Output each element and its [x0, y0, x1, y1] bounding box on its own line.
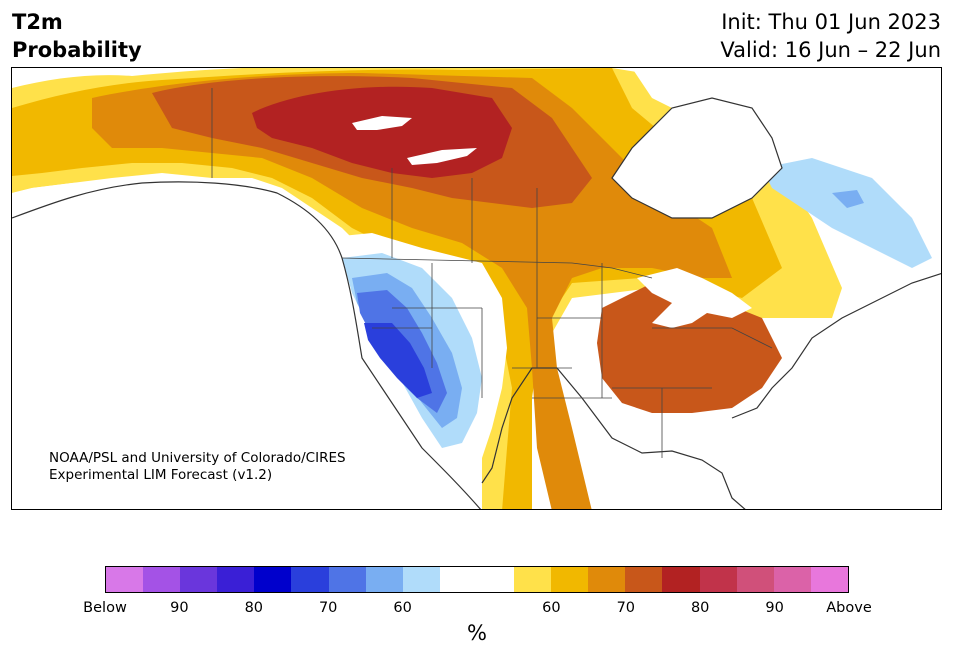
credit-line-2: Experimental LIM Forecast (v1.2): [49, 467, 273, 483]
colorbar-segment: [625, 567, 663, 592]
map-title: T2m Probability: [12, 8, 142, 64]
colorbar-segment: [291, 567, 329, 592]
colorbar-segment: [514, 567, 552, 592]
colorbar-segment: [402, 567, 440, 592]
colorbar-segment: [328, 567, 366, 592]
valid-range: Valid: 16 Jun – 22 Jun: [720, 38, 941, 62]
coastlines: [12, 97, 941, 509]
colorbar-tick-label: Below: [83, 600, 127, 616]
probability-colorbar: [105, 566, 849, 593]
colorbar-segment: [254, 567, 292, 592]
init-date: Init: Thu 01 Jun 2023: [721, 10, 941, 34]
colorbar-tick-label: 90: [170, 600, 189, 616]
colorbar-segment: [476, 567, 515, 592]
colorbar-segment: [736, 567, 774, 592]
political-borders: [211, 88, 773, 458]
below-60-region-labrador: [762, 158, 932, 268]
below-70-region-labrador: [832, 190, 864, 208]
colorbar-segment: [773, 567, 811, 592]
great-lakes: [637, 268, 752, 328]
colorbar-tick-label: 60: [542, 600, 561, 616]
arctic-ocean: [612, 68, 941, 158]
colorbar-tick-label: Above: [826, 600, 872, 616]
colorbar-segment: [143, 567, 181, 592]
subtitle-label: Probability: [12, 38, 142, 62]
map-canvas: [12, 68, 941, 509]
colorbar-tick-label: 60: [393, 600, 412, 616]
hudson-bay: [612, 98, 782, 218]
colorbar-segment: [588, 567, 626, 592]
colorbar-segment: [662, 567, 700, 592]
below-90-region: [364, 323, 432, 398]
colorbar-tick-label: 80: [244, 600, 264, 616]
variable-label: T2m: [12, 10, 63, 34]
colorbar-segment: [365, 567, 403, 592]
colorbar-tick-label: 70: [318, 600, 338, 616]
colorbar-segment: [699, 567, 737, 592]
credit-line-1: NOAA/PSL and University of Colorado/CIRE…: [49, 450, 346, 466]
colorbar-unit: %: [467, 621, 487, 645]
forecast-dates: Init: Thu 01 Jun 2023 Valid: 16 Jun – 22…: [720, 8, 941, 64]
colorbar-segment: [180, 567, 218, 592]
gulf-of-mexico: [592, 453, 741, 509]
pacific-ocean: [12, 176, 462, 509]
great-bear-lake: [352, 116, 412, 130]
probability-map: [11, 67, 942, 510]
great-slave-lake: [407, 148, 477, 165]
colorbar-segment: [810, 567, 848, 592]
atlantic-ocean: [742, 269, 941, 509]
colorbar-segment: [106, 567, 144, 592]
colorbar-segment: [217, 567, 255, 592]
forecast-credit: NOAA/PSL and University of Colorado/CIRE…: [49, 450, 346, 484]
colorbar-tick-label: 70: [616, 600, 636, 616]
colorbar-segment: [439, 567, 477, 592]
colorbar-tick-label: 80: [690, 600, 710, 616]
colorbar-segment: [551, 567, 589, 592]
colorbar-tick-label: 90: [765, 600, 784, 616]
